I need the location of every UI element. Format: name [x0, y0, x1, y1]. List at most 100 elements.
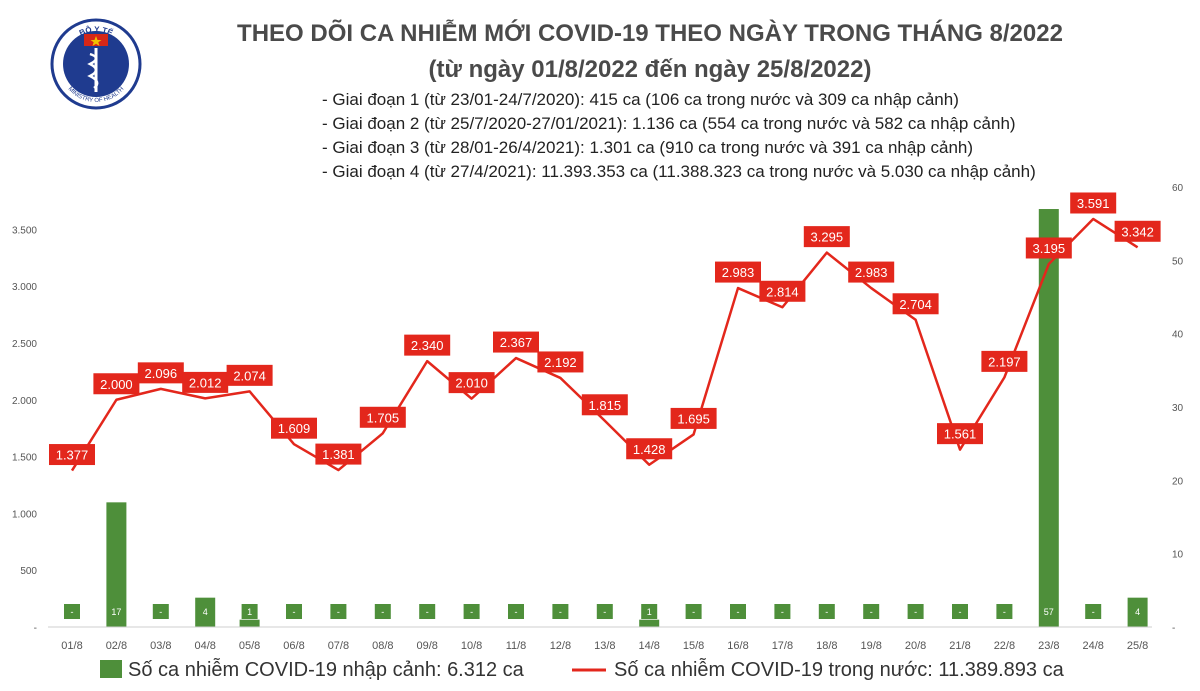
domestic-data-label: 1.815	[589, 398, 622, 413]
x-axis-tick-label: 17/8	[772, 640, 793, 652]
legend-bar-label: Số ca nhiễm COVID-19 nhập cảnh: 6.312 ca	[128, 658, 525, 681]
x-axis-tick-label: 19/8	[860, 640, 881, 652]
domestic-data-label: 2.192	[544, 355, 577, 370]
domestic-label-box	[1070, 192, 1117, 214]
domestic-label-box	[537, 351, 584, 373]
x-axis-tick-label: 21/8	[949, 640, 970, 652]
left-axis-tick-label: 2.000	[12, 396, 37, 407]
right-axis-tick-label: 10	[1172, 550, 1184, 561]
domestic-data-label: 2.012	[189, 375, 222, 390]
domestic-label-box	[892, 293, 939, 315]
domestic-data-label: 1.695	[677, 411, 710, 426]
left-axis-tick-label: 1.500	[12, 453, 37, 464]
domestic-label-box	[1114, 220, 1161, 242]
domestic-data-label: 2.983	[722, 265, 755, 280]
domestic-label-box	[404, 334, 451, 356]
import-bar-label-box	[330, 604, 347, 619]
x-axis-tick-label: 15/8	[683, 640, 704, 652]
chart-title: THEO DÕI CA NHIỄM MỚI COVID-19 THEO NGÀY…	[237, 20, 1063, 47]
domestic-data-label: 2.983	[855, 265, 888, 280]
x-axis-tick-label: 09/8	[416, 640, 437, 652]
left-axis-tick-label: 500	[20, 566, 37, 577]
import-bar	[239, 619, 260, 627]
domestic-label-box	[315, 443, 362, 465]
domestic-data-label: 3.591	[1077, 196, 1110, 211]
domestic-data-label: 2.010	[455, 376, 488, 391]
domestic-data-label: 1.705	[367, 410, 400, 425]
domestic-data-label: 1.381	[322, 447, 355, 462]
domestic-data-label: 2.197	[988, 354, 1021, 369]
import-bar-label: 17	[111, 607, 121, 617]
snake-icon	[87, 52, 99, 89]
import-bar-label: -	[603, 607, 606, 617]
x-axis-tick-label: 08/8	[372, 640, 393, 652]
import-bar-label-box	[1040, 604, 1057, 619]
import-bar-label-box	[818, 604, 835, 619]
import-bar-label: -	[870, 607, 873, 617]
domestic-label-box	[448, 372, 495, 394]
domestic-label-box	[93, 373, 140, 395]
import-bar-label-box	[241, 604, 258, 619]
left-axis-tick-label: 3.500	[12, 225, 37, 236]
import-bar-label: -	[337, 607, 340, 617]
right-axis-tick-label: 40	[1172, 330, 1184, 341]
domestic-data-label: 1.609	[278, 421, 311, 436]
import-bar-label-box	[1085, 604, 1102, 619]
domestic-data-label: 2.000	[100, 377, 133, 392]
import-bar-label-box	[685, 604, 702, 619]
x-axis-tick-label: 20/8	[905, 640, 926, 652]
import-bar-label-box	[108, 604, 125, 619]
domestic-line	[70, 217, 1139, 472]
x-axis-tick-label: 16/8	[727, 640, 748, 652]
import-bar-label-box	[863, 604, 880, 619]
domestic-label-box	[137, 362, 184, 384]
domestic-data-label: 1.428	[633, 442, 666, 457]
domestic-data-label: 3.195	[1033, 241, 1066, 256]
x-axis-tick-label: 01/8	[61, 640, 82, 652]
star-icon	[90, 36, 102, 46]
domestic-label-box	[715, 261, 761, 283]
domestic-label-box	[226, 364, 273, 386]
x-axis-tick-label: 25/8	[1127, 640, 1148, 652]
import-bar-label-box	[952, 604, 968, 619]
right-axis-tick-label: -	[1172, 623, 1175, 634]
import-bar-label: -	[293, 607, 296, 617]
x-axis-tick-label: 14/8	[638, 640, 659, 652]
import-bar-label: 4	[203, 607, 208, 617]
x-axis-tick-label: 22/8	[994, 640, 1015, 652]
legend-line-label: Số ca nhiễm COVID-19 trong nước: 11.389.…	[614, 658, 1065, 681]
domestic-label-box	[937, 423, 983, 445]
right-axis-tick-label: 30	[1172, 403, 1184, 414]
import-bar-label: -	[1003, 607, 1006, 617]
domestic-data-label: 1.377	[56, 448, 89, 463]
import-bar-label: -	[159, 607, 162, 617]
import-bar	[106, 502, 127, 627]
import-bar-label: -	[470, 607, 473, 617]
domestic-data-label: 2.096	[145, 366, 178, 381]
left-axis-tick-label: 2.500	[12, 339, 37, 350]
import-bar-label: -	[914, 607, 917, 617]
import-bar-label-box	[907, 604, 924, 619]
domestic-label-box	[981, 350, 1028, 372]
domestic-label-box	[49, 444, 95, 466]
x-axis-tick-label: 06/8	[283, 640, 304, 652]
domestic-label-box	[359, 406, 406, 428]
phase-line-2: - Giai đoạn 2 (từ 25/7/2020-27/01/2021):…	[322, 114, 1016, 133]
chart-subtitle: (từ ngày 01/8/2022 đến ngày 25/8/2022)	[428, 56, 872, 83]
import-bar	[639, 619, 660, 627]
import-bar-label: -	[737, 607, 740, 617]
x-axis-tick-label: 03/8	[150, 640, 171, 652]
import-bar-label-box	[1129, 604, 1146, 619]
import-bar-label-box	[641, 604, 658, 619]
left-axis-tick-label: -	[34, 623, 37, 634]
import-bar-label: 1	[647, 607, 652, 617]
domestic-label-box	[803, 226, 850, 248]
import-bar-label-box	[419, 604, 436, 619]
domestic-label-box	[1025, 237, 1072, 259]
import-bar-label-box	[197, 604, 214, 619]
legend-bar-swatch	[100, 660, 122, 678]
left-axis-tick-label: 3.000	[12, 282, 37, 293]
import-bar-label: -	[559, 607, 562, 617]
right-axis-tick-label: 50	[1172, 256, 1184, 267]
